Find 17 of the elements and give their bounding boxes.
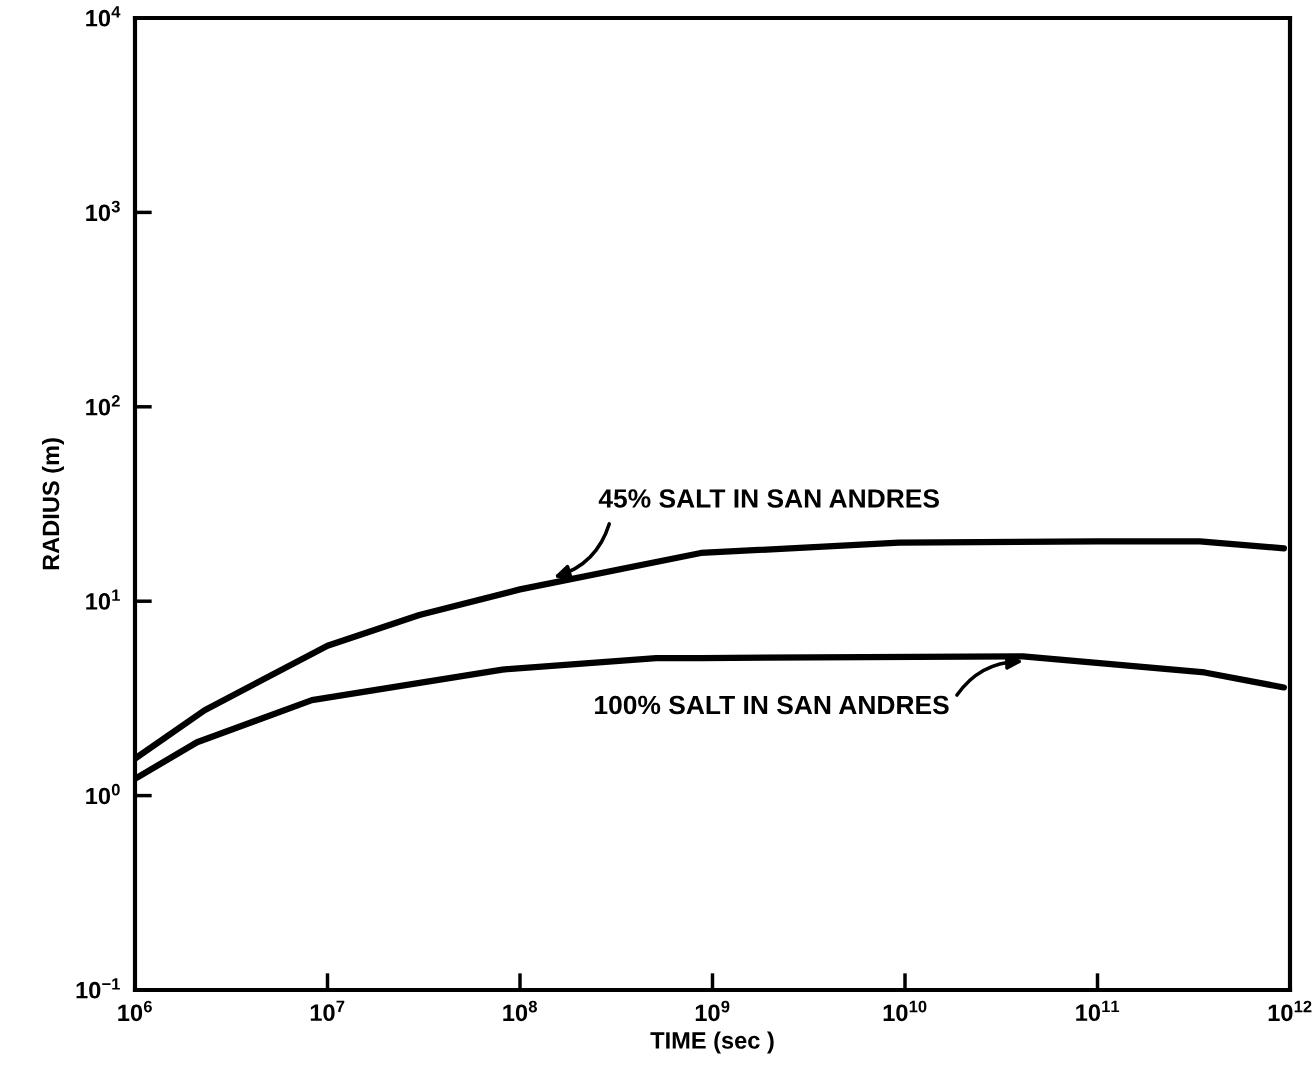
x-tick-label: 10$^{9}$ — [695, 1000, 730, 1022]
y-tick-label: 10$^{1}$ — [86, 589, 120, 610]
x-tick-label: 10$^{11}$ — [1076, 1000, 1120, 1022]
x-axis-title: TIME (sec ) — [650, 1031, 774, 1054]
x-tick-label: 10$^{6}$ — [118, 1000, 152, 1022]
x-tick-label: 10$^{10}$ — [883, 1000, 927, 1022]
x-tick-label: 10$^{7}$ — [310, 1000, 345, 1022]
y-axis-title: RADIUS (m) — [41, 438, 64, 570]
annotation: 45% SALT IN SAN ANDRES — [598, 489, 939, 508]
annotation: 100% SALT IN SAN ANDRES — [595, 695, 949, 715]
y-tick-label: 10$^{3}$ — [86, 200, 120, 222]
x-tick-label: 10$^{12}$ — [1268, 1000, 1312, 1022]
y-tick-label: 10$^{2}$ — [86, 395, 120, 416]
x-tick-label: 10$^{8}$ — [503, 1000, 537, 1022]
y-tick-label: 10$^{0}$ — [86, 783, 120, 805]
y-tick-label: 10$^{4}$ — [86, 6, 121, 27]
y-tick-label: 10$^{−1}$ — [76, 978, 120, 999]
